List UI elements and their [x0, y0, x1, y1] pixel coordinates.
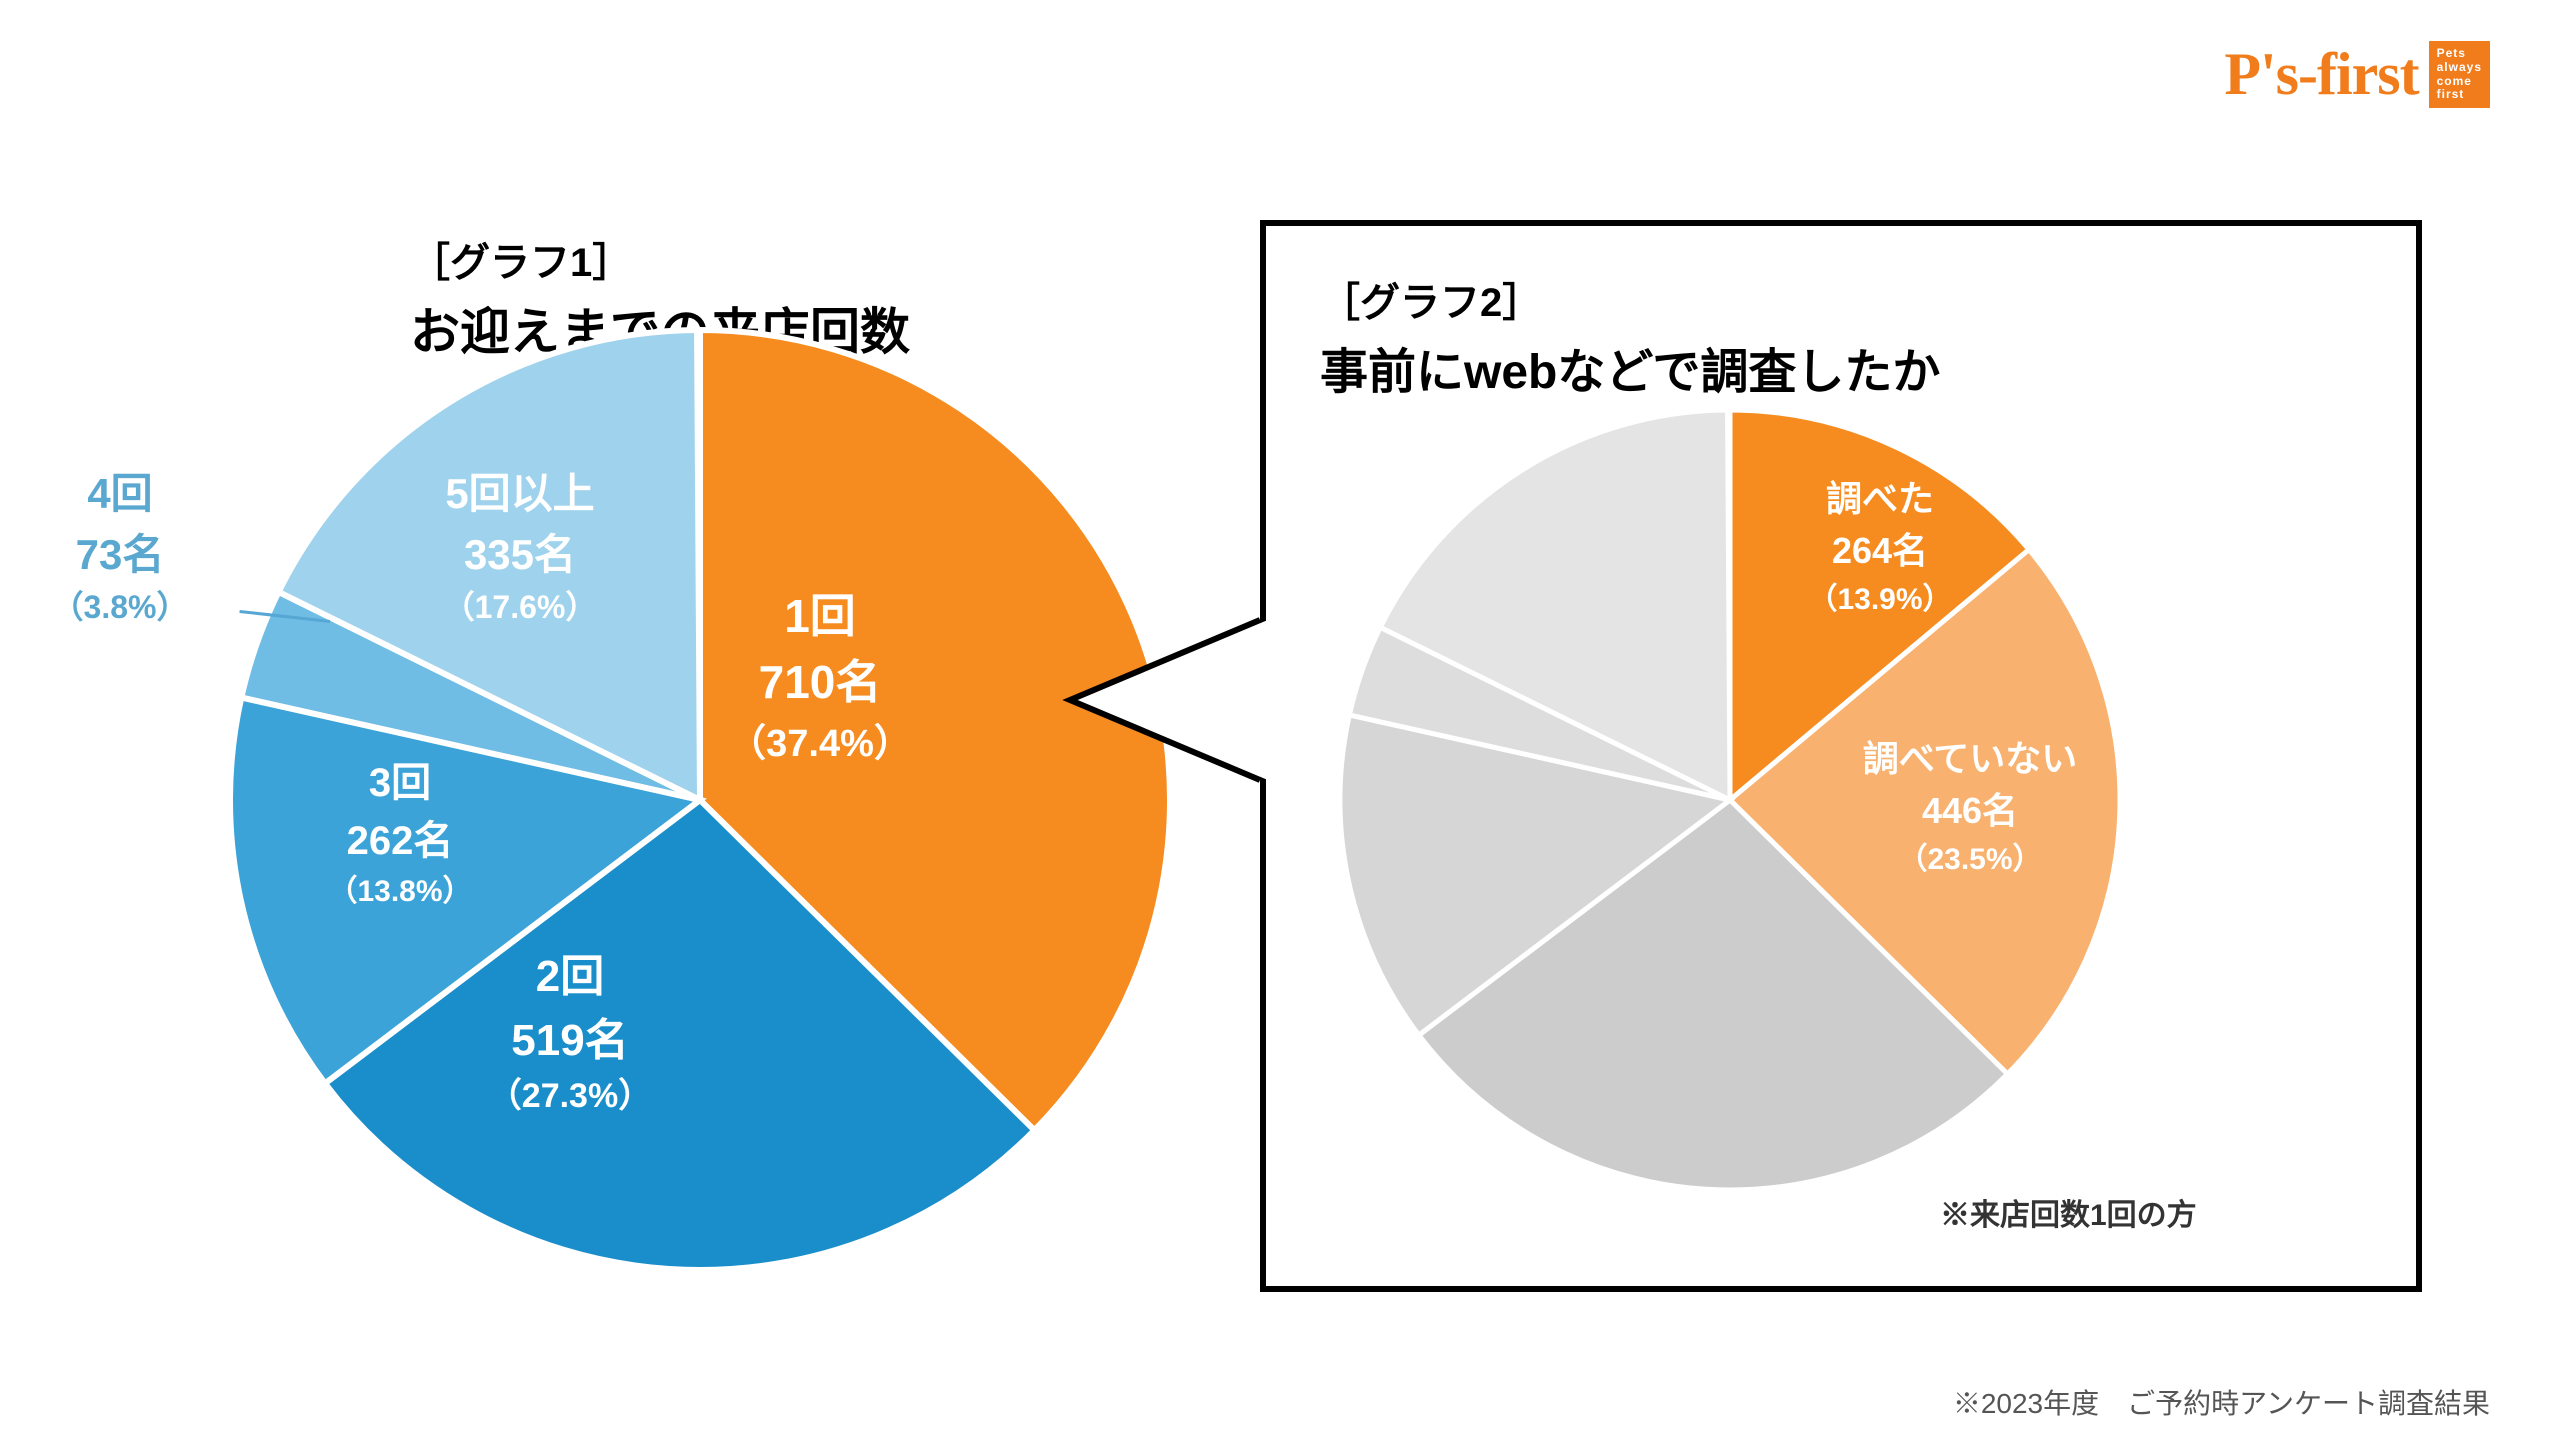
chart2-note: ※来店回数1回の方 [1940, 1190, 2197, 1234]
footnote: ※2023年度 ご予約時アンケート調査結果 [1953, 1382, 2490, 1422]
chart2-pie [0, 0, 2560, 1452]
